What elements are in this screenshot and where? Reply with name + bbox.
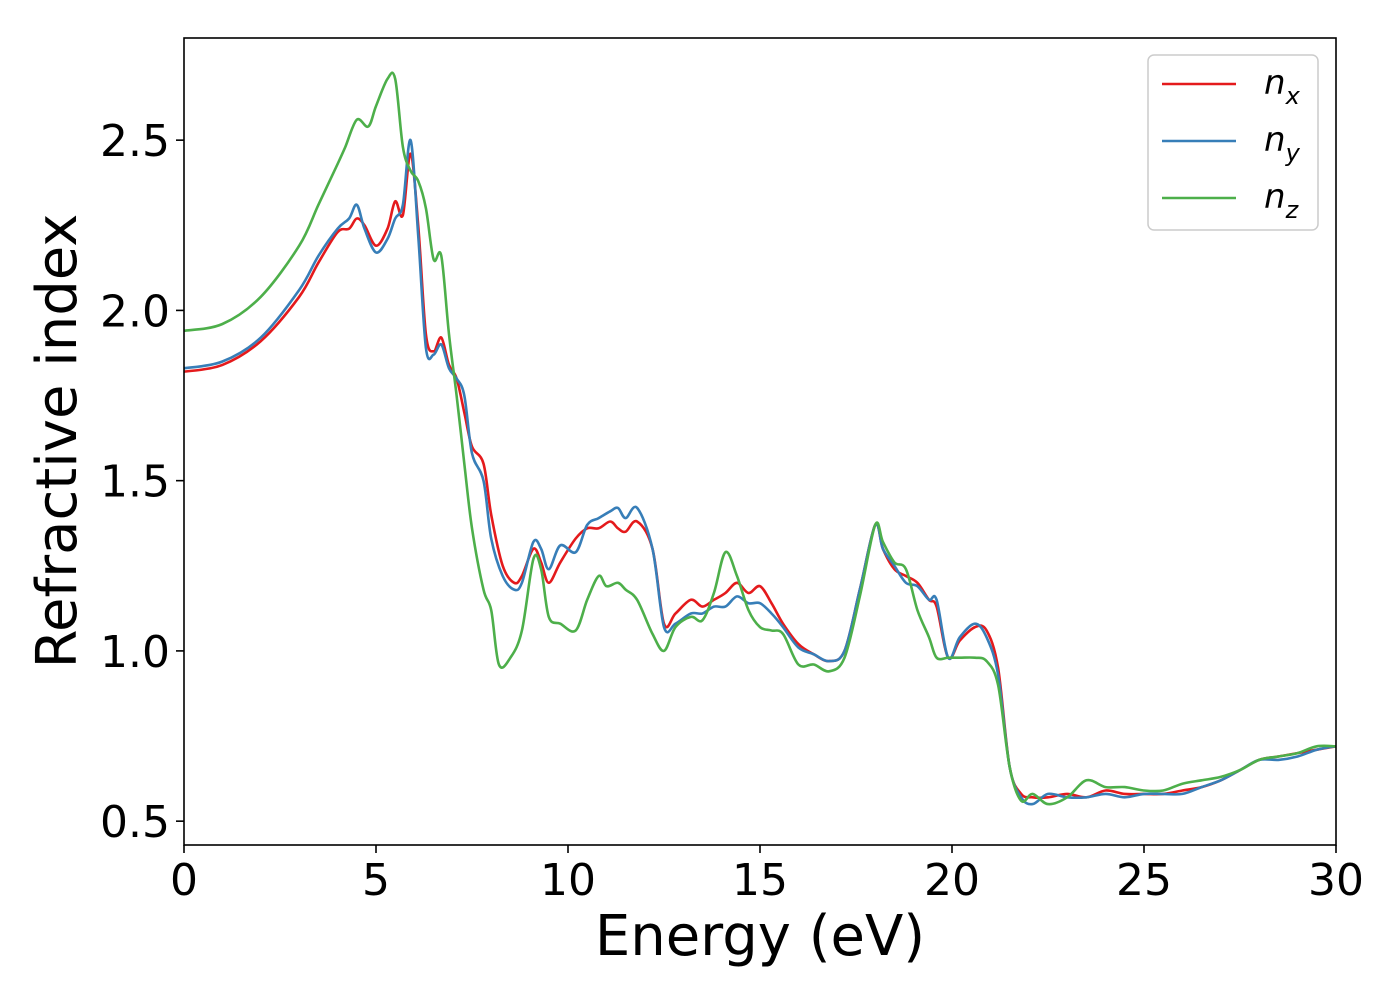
y-tick-label: 2.5 [100,116,170,167]
y-axis: 0.5 1.0 1.5 2.0 2.5 [100,116,184,848]
y-tick-label: 0.5 [100,797,170,848]
legend-label-y: ny [1264,120,1301,167]
legend-box [1147,54,1319,231]
series-layer [183,71,1337,806]
legend-label-x: nx [1264,63,1301,110]
x-tick-label: 20 [924,855,980,906]
y-tick-label: 1.0 [100,627,170,678]
series-line-z [183,71,1337,806]
y-tick-label: 1.5 [100,457,170,508]
x-tick-label: 15 [732,855,788,906]
x-axis-label: Energy (eV) [595,904,925,969]
y-axis-label: Refractive index [25,214,90,669]
x-tick-label: 0 [170,855,198,906]
x-axis: 0 5 10 15 20 25 30 [170,845,1364,906]
y-tick-label: 2.0 [100,286,170,337]
x-tick-label: 10 [540,855,596,906]
series-line-y [183,138,1337,806]
x-tick-label: 30 [1308,855,1364,906]
x-tick-label: 5 [362,855,390,906]
series-line-x [183,152,1337,800]
x-tick-label: 25 [1116,855,1172,906]
